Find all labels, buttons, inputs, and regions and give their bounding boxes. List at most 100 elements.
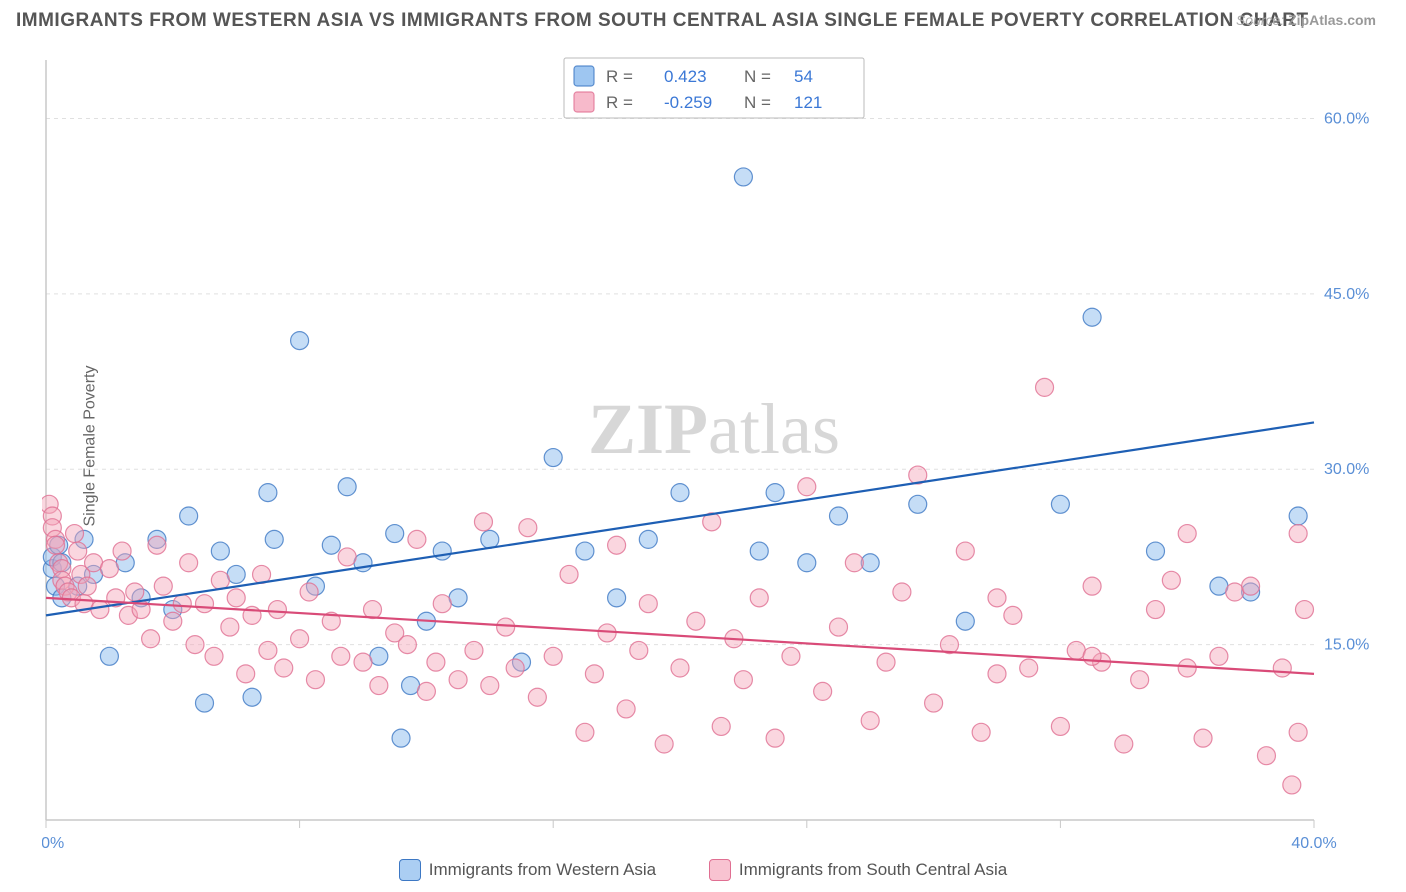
stat-n-label: N = — [744, 93, 771, 112]
scatter-point — [1194, 729, 1212, 747]
scatter-point — [306, 671, 324, 689]
stat-r-value: -0.259 — [664, 93, 712, 112]
scatter-point — [186, 636, 204, 654]
scatter-point — [332, 647, 350, 665]
y-tick-label: 30.0% — [1324, 461, 1369, 478]
scatter-point — [671, 484, 689, 502]
y-tick-label: 15.0% — [1324, 637, 1369, 654]
scatter-point — [164, 612, 182, 630]
scatter-point — [180, 554, 198, 572]
scatter-point — [750, 589, 768, 607]
x-tick-label: 0.0% — [42, 835, 64, 850]
chart-area: 15.0%30.0%45.0%60.0%0.0%40.0%ZIPatlasR =… — [42, 56, 1386, 850]
scatter-point — [47, 536, 65, 554]
scatter-point — [180, 507, 198, 525]
scatter-point — [243, 688, 261, 706]
scatter-point — [1273, 659, 1291, 677]
scatter-point — [734, 168, 752, 186]
scatter-point — [877, 653, 895, 671]
scatter-point — [196, 694, 214, 712]
scatter-point — [1162, 571, 1180, 589]
scatter-point — [750, 542, 768, 560]
scatter-point — [1178, 525, 1196, 543]
scatter-point — [1083, 577, 1101, 595]
scatter-point — [639, 530, 657, 548]
scatter-point — [519, 519, 537, 537]
legend-label-b: Immigrants from South Central Asia — [739, 860, 1007, 880]
scatter-point — [148, 536, 166, 554]
scatter-point — [227, 589, 245, 607]
scatter-point — [528, 688, 546, 706]
legend-label-a: Immigrants from Western Asia — [429, 860, 656, 880]
scatter-point — [671, 659, 689, 677]
scatter-point — [386, 525, 404, 543]
scatter-point — [1051, 495, 1069, 513]
scatter-point — [205, 647, 223, 665]
scatter-point — [506, 659, 524, 677]
scatter-point — [465, 641, 483, 659]
scatter-point — [100, 647, 118, 665]
scatter-point — [268, 601, 286, 619]
scatter-point — [1131, 671, 1149, 689]
scatter-point — [814, 682, 832, 700]
scatter-point — [408, 530, 426, 548]
scatter-point — [481, 530, 499, 548]
scatter-point — [655, 735, 673, 753]
scatter-point — [126, 583, 144, 601]
scatter-point — [988, 589, 1006, 607]
scatter-point — [830, 507, 848, 525]
x-tick-label: 40.0% — [1291, 835, 1336, 850]
source-value: ZipAtlas.com — [1288, 12, 1376, 28]
scatter-point — [1289, 525, 1307, 543]
legend-swatch-b — [709, 859, 731, 881]
scatter-point — [1178, 659, 1196, 677]
stat-n-value: 54 — [794, 67, 813, 86]
scatter-point — [909, 495, 927, 513]
scatter-point — [417, 682, 435, 700]
scatter-point — [113, 542, 131, 560]
scatter-point — [66, 525, 84, 543]
scatter-point — [1242, 577, 1260, 595]
scatter-point — [1147, 542, 1165, 560]
scatter-point — [338, 478, 356, 496]
scatter-point — [782, 647, 800, 665]
scatter-point — [712, 717, 730, 735]
scatter-point — [956, 542, 974, 560]
scatter-point — [798, 554, 816, 572]
scatter-point — [449, 671, 467, 689]
chart-title: IMMIGRANTS FROM WESTERN ASIA VS IMMIGRAN… — [16, 10, 1309, 32]
scatter-point — [1020, 659, 1038, 677]
scatter-point — [154, 577, 172, 595]
scatter-point — [1295, 601, 1313, 619]
legend-item-b: Immigrants from South Central Asia — [709, 859, 1007, 881]
stat-r-value: 0.423 — [664, 67, 707, 86]
scatter-point — [576, 542, 594, 560]
statbox-swatch — [574, 66, 594, 86]
scatter-point — [1147, 601, 1165, 619]
scatter-point — [275, 659, 293, 677]
scatter-point — [608, 589, 626, 607]
scatter-point — [259, 484, 277, 502]
scatter-point — [893, 583, 911, 601]
scatter-point — [196, 595, 214, 613]
scatter-point — [861, 712, 879, 730]
legend-item-a: Immigrants from Western Asia — [399, 859, 656, 881]
scatter-point — [173, 595, 191, 613]
scatter-point — [497, 618, 515, 636]
scatter-point — [1283, 776, 1301, 794]
stat-n-value: 121 — [794, 93, 822, 112]
scatter-point — [338, 548, 356, 566]
legend-swatch-a — [399, 859, 421, 881]
scatter-point — [354, 653, 372, 671]
source-label: Source: — [1236, 12, 1284, 28]
scatter-point — [639, 595, 657, 613]
scatter-point — [398, 636, 416, 654]
scatter-point — [734, 671, 752, 689]
scatter-point — [925, 694, 943, 712]
scatter-point — [221, 618, 239, 636]
scatter-point — [617, 700, 635, 718]
scatter-point — [988, 665, 1006, 683]
stat-n-label: N = — [744, 67, 771, 86]
scatter-point — [830, 618, 848, 636]
stat-r-label: R = — [606, 67, 633, 86]
